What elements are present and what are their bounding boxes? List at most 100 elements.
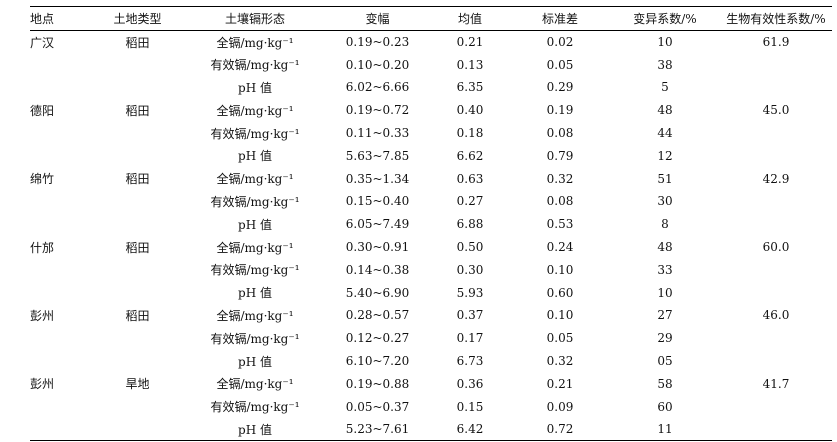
data-cell: 0.19~0.23 [345, 35, 410, 50]
site-cell: 彭州 [30, 308, 55, 323]
land-cell: 稻田 [125, 103, 150, 118]
data-cell: 33 [657, 262, 673, 277]
data-cell: 5.93 [456, 285, 484, 300]
data-cell: 0.19~0.72 [345, 103, 410, 118]
bio-cell: 41.7 [762, 376, 790, 391]
data-cell: 0.60 [546, 285, 574, 300]
empty-cell [720, 122, 832, 145]
data-cell: 0.05 [546, 57, 574, 72]
data-cell: 有效镉/mg·kg⁻¹ [210, 400, 300, 415]
data-cell: pH 值 [238, 80, 272, 95]
data-cell: 0.08 [546, 126, 574, 141]
empty-cell [30, 350, 90, 373]
data-cell: 51 [657, 171, 673, 186]
empty-cell [90, 350, 185, 373]
data-cell: 全镉/mg·kg⁻¹ [216, 103, 294, 118]
data-cell: 5.63~7.85 [345, 148, 410, 163]
data-cell: 0.10 [546, 262, 574, 277]
data-cell: 12 [657, 148, 673, 163]
site-cell: 德阳 [30, 103, 55, 118]
data-cell: 0.14~0.38 [345, 262, 410, 277]
data-cell: 0.32 [546, 354, 574, 369]
bio-cell: 61.9 [762, 35, 790, 50]
data-cell: 0.13 [456, 57, 484, 72]
empty-cell [720, 53, 832, 76]
empty-cell [30, 395, 90, 418]
land-cell: 稻田 [125, 308, 150, 323]
data-cell: 6.62 [456, 148, 484, 163]
table-row: 有效镉/mg·kg⁻¹ 0.12~0.27 0.17 0.05 29 [30, 327, 832, 350]
data-cell: 0.30 [456, 262, 484, 277]
empty-cell [720, 327, 832, 350]
data-cell: 6.35 [456, 80, 484, 95]
empty-cell [30, 213, 90, 236]
data-cell: pH 值 [238, 149, 272, 164]
data-cell: 5.23~7.61 [345, 422, 410, 437]
data-cell: 0.50 [456, 240, 484, 255]
header-cell: 生物有效性系数/% [726, 12, 826, 26]
data-cell: 0.79 [546, 148, 574, 163]
empty-cell [90, 258, 185, 281]
bio-cell: 42.9 [762, 171, 790, 186]
empty-cell [90, 190, 185, 213]
data-cell: 有效镉/mg·kg⁻¹ [210, 58, 300, 73]
header-cell: 均值 [457, 12, 482, 26]
empty-cell [720, 76, 832, 99]
data-cell: 全镉/mg·kg⁻¹ [216, 377, 294, 392]
bio-cell: 60.0 [762, 240, 790, 255]
empty-cell [720, 418, 832, 441]
empty-cell [720, 350, 832, 373]
data-cell: 0.02 [546, 35, 574, 50]
data-cell: pH 值 [238, 217, 272, 232]
data-cell: 0.30~0.91 [345, 240, 410, 255]
bio-cell: 45.0 [762, 103, 790, 118]
data-cell: 0.27 [456, 194, 484, 209]
empty-cell [720, 190, 832, 213]
table-row: 德阳 稻田 全镉/mg·kg⁻¹ 0.19~0.72 0.40 0.19 48 45.0 [30, 99, 832, 122]
header-cell: 土壤镉形态 [224, 12, 285, 26]
site-cell: 彭州 [30, 377, 55, 392]
data-cell: 有效镉/mg·kg⁻¹ [210, 263, 300, 278]
data-cell: 0.18 [456, 126, 484, 141]
data-cell: 5 [661, 80, 669, 95]
data-cell: 0.28~0.57 [345, 308, 410, 323]
data-cell: 0.40 [456, 103, 484, 118]
data-cell: 0.05 [546, 331, 574, 346]
empty-cell [30, 53, 90, 76]
empty-cell [30, 327, 90, 350]
header-cell: 标准差 [541, 12, 578, 26]
header-cell: 变异系数/% [633, 12, 697, 26]
data-cell: 60 [657, 399, 673, 414]
table-row: 彭州 稻田 全镉/mg·kg⁻¹ 0.28~0.57 0.37 0.10 27 46.0 [30, 304, 832, 327]
empty-cell [30, 418, 90, 441]
empty-cell [30, 258, 90, 281]
empty-cell [30, 190, 90, 213]
empty-cell [30, 122, 90, 145]
site-cell: 绵竹 [30, 172, 55, 187]
data-cell: pH 值 [238, 286, 272, 301]
empty-cell [90, 144, 185, 167]
table-row: 有效镉/mg·kg⁻¹ 0.10~0.20 0.13 0.05 38 [30, 53, 832, 76]
data-cell: 0.29 [546, 80, 574, 95]
table-row: 绵竹 稻田 全镉/mg·kg⁻¹ 0.35~1.34 0.63 0.32 51 42.9 [30, 167, 832, 190]
land-cell: 旱地 [125, 377, 150, 392]
data-cell: 全镉/mg·kg⁻¹ [216, 240, 294, 255]
land-cell: 稻田 [125, 240, 150, 255]
table-row: 有效镉/mg·kg⁻¹ 0.11~0.33 0.18 0.08 44 [30, 122, 832, 145]
data-cell: pH 值 [238, 354, 272, 369]
table-body: 广汉 稻田 全镉/mg·kg⁻¹ 0.19~0.23 0.21 0.02 10 61.9 有效镉… [30, 31, 832, 441]
table-row: 有效镉/mg·kg⁻¹ 0.15~0.40 0.27 0.08 30 [30, 190, 832, 213]
data-cell: 0.15~0.40 [345, 194, 410, 209]
data-cell: 6.05~7.49 [345, 217, 410, 232]
data-cell: 10 [657, 285, 673, 300]
data-cell: 0.10~0.20 [345, 57, 410, 72]
empty-cell [90, 122, 185, 145]
site-cell: 广汉 [30, 35, 55, 50]
table-row: pH 值 6.05~7.49 6.88 0.53 8 [30, 213, 832, 236]
empty-cell [720, 395, 832, 418]
data-cell: 29 [657, 331, 673, 346]
data-cell: 5.40~6.90 [345, 285, 410, 300]
table-row: 广汉 稻田 全镉/mg·kg⁻¹ 0.19~0.23 0.21 0.02 10 61.9 [30, 31, 832, 54]
data-cell: 38 [657, 57, 673, 72]
